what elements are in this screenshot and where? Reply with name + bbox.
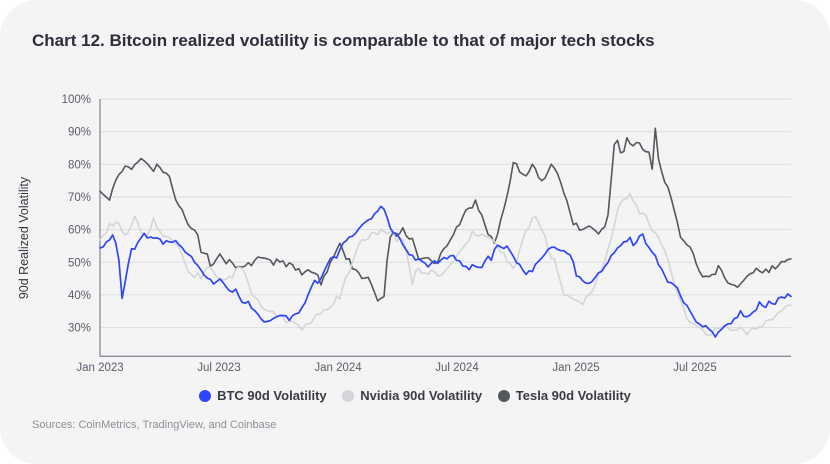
- svg-text:80%: 80%: [68, 159, 91, 171]
- svg-text:40%: 40%: [68, 290, 91, 302]
- svg-text:70%: 70%: [68, 192, 91, 204]
- svg-text:60%: 60%: [68, 225, 91, 237]
- svg-text:90%: 90%: [68, 127, 91, 139]
- svg-text:Jan 2025: Jan 2025: [552, 362, 599, 374]
- svg-text:Jul 2024: Jul 2024: [435, 362, 479, 374]
- svg-text:Jan 2024: Jan 2024: [314, 362, 362, 374]
- svg-text:Jul 2023: Jul 2023: [197, 362, 240, 374]
- svg-text:30%: 30%: [68, 323, 91, 335]
- svg-text:100%: 100%: [62, 94, 91, 106]
- svg-text:Jan 2023: Jan 2023: [76, 362, 123, 374]
- svg-text:Jul 2025: Jul 2025: [673, 362, 716, 374]
- svg-text:50%: 50%: [68, 257, 91, 269]
